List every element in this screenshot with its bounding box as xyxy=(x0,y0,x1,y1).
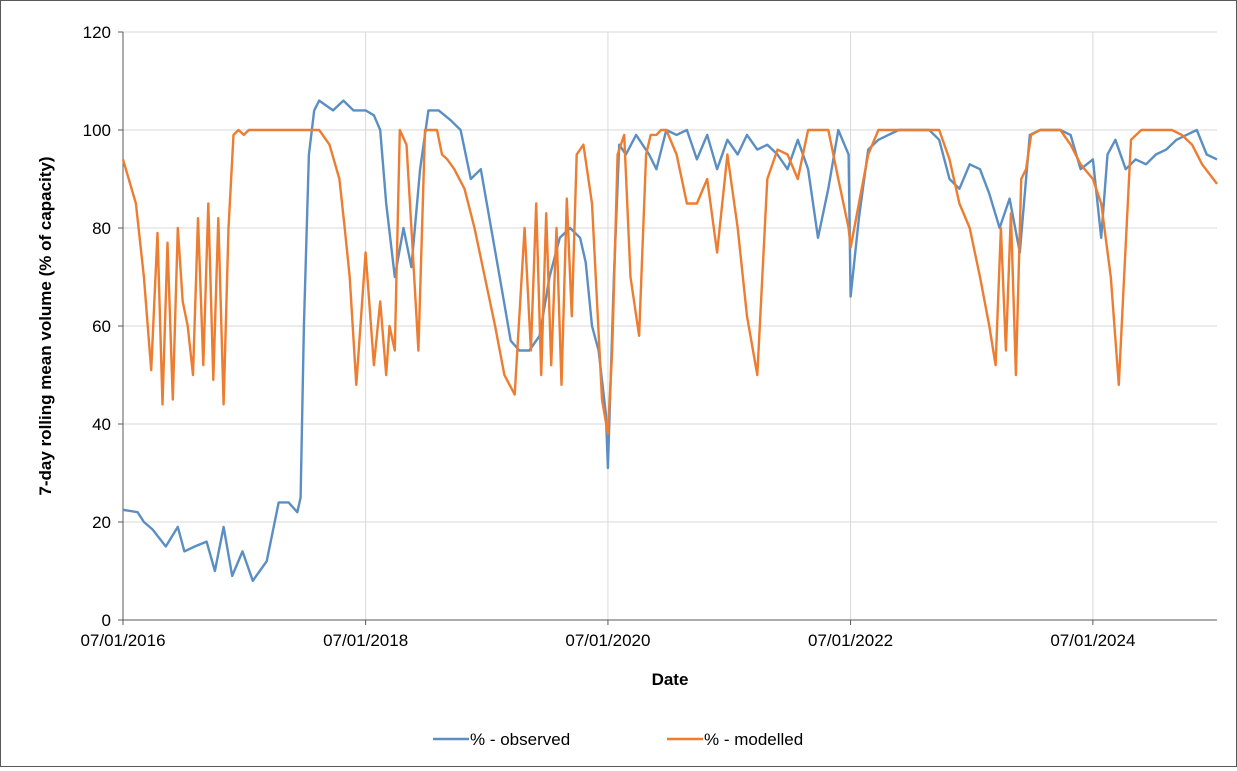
legend-label-modelled: % - modelled xyxy=(704,730,803,749)
y-tick-label: 20 xyxy=(92,513,111,532)
legend-label-observed: % - observed xyxy=(470,730,570,749)
x-tick-label: 07/01/2018 xyxy=(323,631,408,650)
axes xyxy=(118,31,1217,625)
legend: % - observed % - modelled xyxy=(433,730,803,749)
x-tick-label: 07/01/2024 xyxy=(1050,631,1135,650)
y-tick-label: 100 xyxy=(83,121,111,140)
y-tick-label: 0 xyxy=(102,611,111,630)
x-tick-label: 07/01/2022 xyxy=(808,631,893,650)
series-layer xyxy=(121,99,1218,582)
tick-labels: 0 20 40 60 80 100 120 07/01/2016 07/01/2018 07/01… xyxy=(80,23,1135,650)
series-modelled-line xyxy=(121,128,1218,435)
y-tick-label: 80 xyxy=(92,219,111,238)
x-tick-label: 07/01/2020 xyxy=(565,631,650,650)
series-observed-line xyxy=(122,99,1218,582)
x-tick-label: 07/01/2016 xyxy=(80,631,165,650)
x-axis-title: Date xyxy=(652,670,689,689)
y-tick-label: 120 xyxy=(83,23,111,42)
gridlines xyxy=(123,31,1217,620)
y-tick-label: 40 xyxy=(92,415,111,434)
y-tick-label: 60 xyxy=(92,317,111,336)
y-axis-title: 7-day rolling mean volume (% of capacity… xyxy=(36,156,55,495)
